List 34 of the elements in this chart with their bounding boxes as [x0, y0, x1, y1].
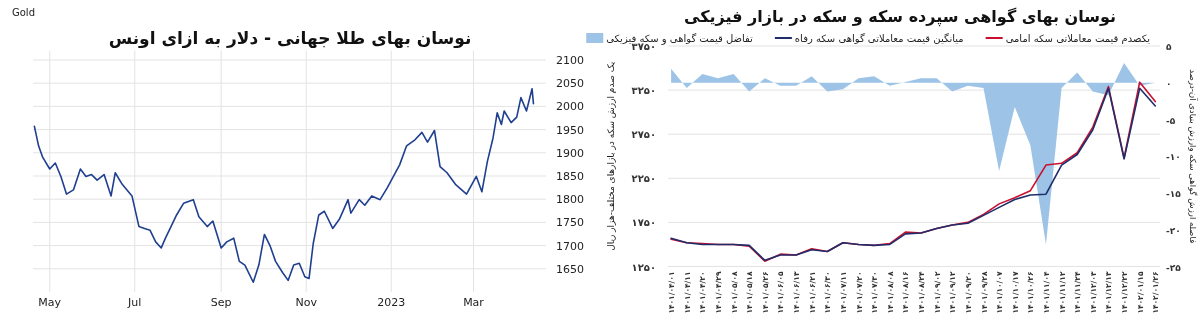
chart-title: نوسان بهای طلا جهانی - دلار به ازای اونس [108, 28, 472, 49]
y2-tick-label: -۱۰ [1166, 152, 1181, 163]
y-axis-title: یک صدم ارزش سکه در بازارهای مختلف-هزار ریال [606, 61, 616, 251]
y-tick-label: 2000 [556, 100, 584, 114]
y2-axis-title: فاصله ارزش گواهی سکه وارزش بنیادی آن-درصد [1188, 69, 1199, 244]
y-tick-label: 1750 [556, 216, 584, 230]
y2-tick-label: -۲۵ [1166, 262, 1182, 273]
y-tick-label: 1800 [556, 193, 584, 207]
y-tick-label: 2100 [556, 53, 584, 67]
y-tick-label: 1900 [556, 146, 584, 160]
x-tick-label: Jul [127, 296, 142, 309]
y-tick-label: 1850 [556, 169, 584, 183]
y-tick-label: 1700 [556, 239, 584, 253]
chart-title: نوسان بهای گواهی سپرده سکه و سکه در بازار فیزیکی [683, 7, 1117, 27]
y-tick-label: 1950 [556, 123, 584, 137]
text: Gold [12, 7, 35, 18]
y-tick-label: ۲۷۵۰ [631, 129, 656, 141]
y-tick-label: ۲۲۵۰ [631, 173, 656, 185]
y2-tick-label: -۱۵ [1166, 189, 1182, 199]
x-tick-label: Nov [295, 296, 318, 309]
y-tick-label: ۱۲۵۰ [631, 261, 656, 273]
y2-tick-label: ۵ [1166, 42, 1172, 52]
y2-tick-label: -۲۰ [1166, 225, 1181, 236]
x-tick-label: Sep [210, 296, 232, 309]
y-tick-label: 1650 [556, 262, 584, 276]
x-tick-label: May [38, 296, 62, 309]
y2-tick-label: -۵ [1166, 115, 1176, 126]
x-tick-label: 2023 [377, 296, 406, 309]
y-tick-label: ۱۷۵۰ [631, 217, 656, 229]
y2-tick-label: ۰ [1166, 78, 1172, 89]
y-tick-label: 2050 [556, 77, 584, 91]
y-tick-label: ۳۲۵۰ [631, 85, 656, 97]
x-tick-label: Mar [463, 296, 485, 309]
y-tick-label: ۳۷۵۰ [631, 41, 656, 52]
